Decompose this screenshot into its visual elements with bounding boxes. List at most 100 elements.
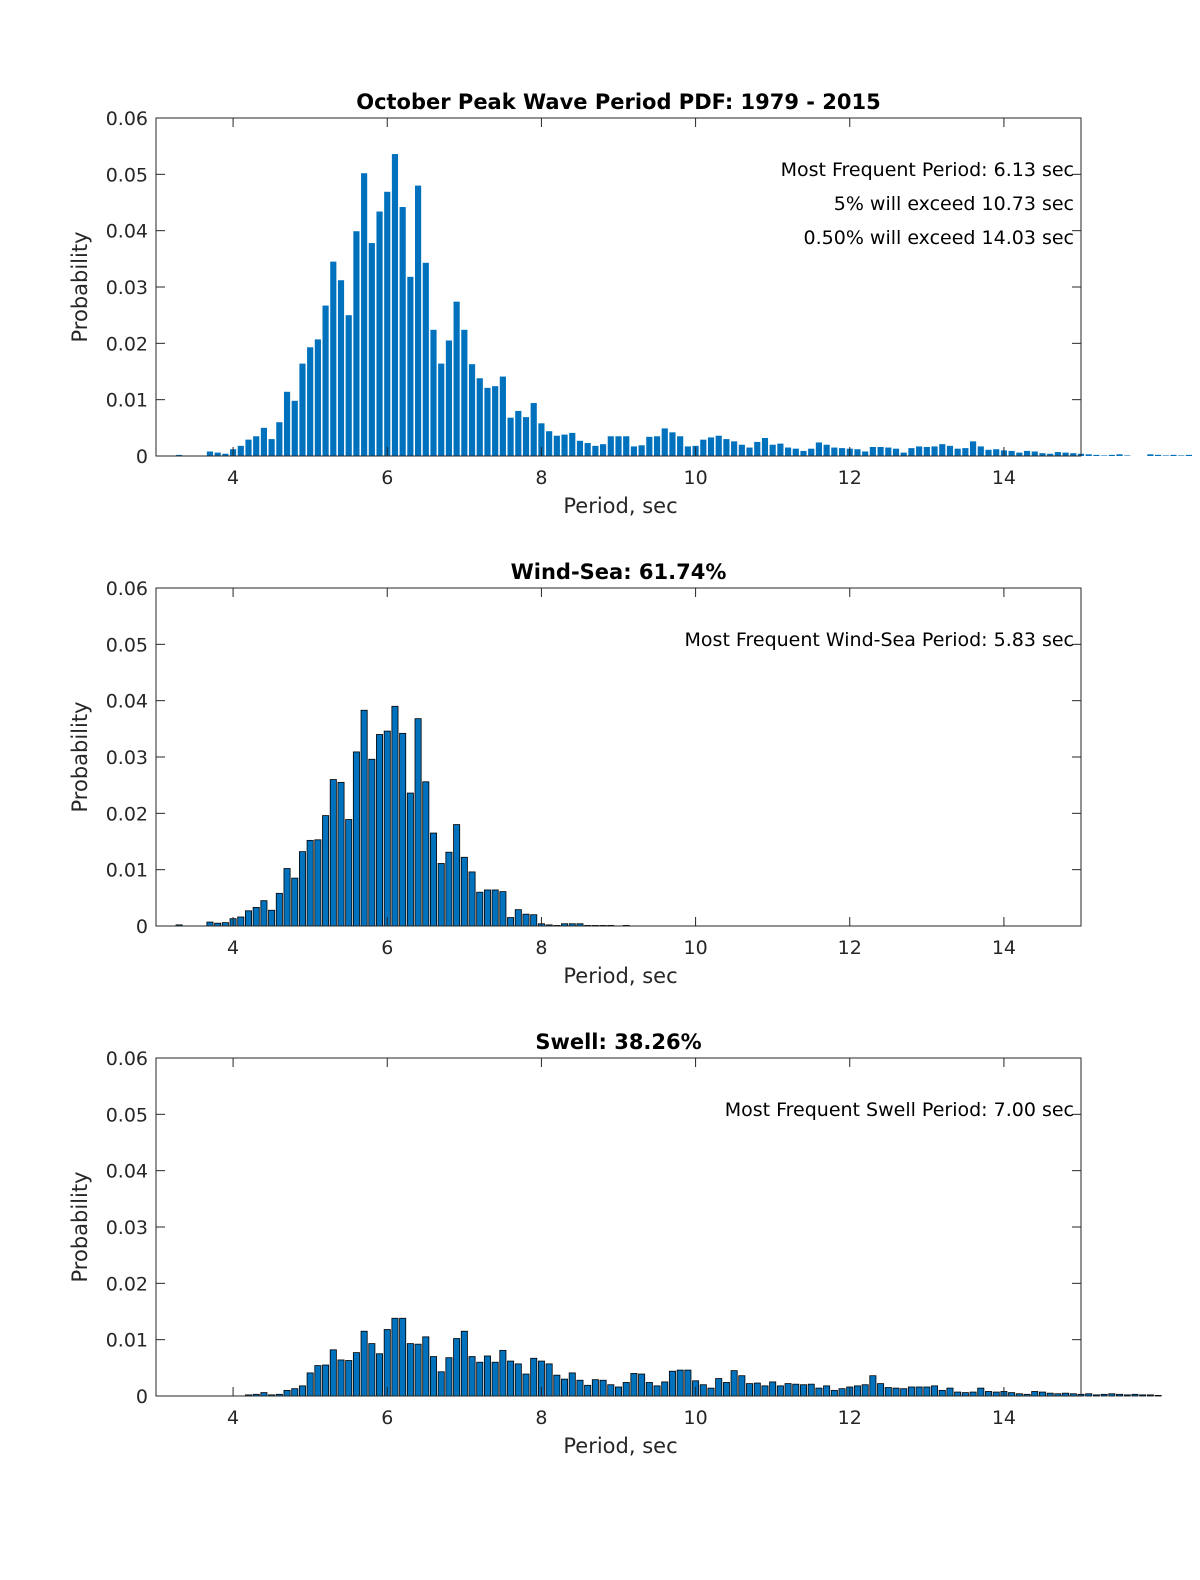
bar <box>322 815 330 927</box>
bar <box>253 436 260 456</box>
bar <box>992 1391 1000 1397</box>
bar <box>391 705 399 927</box>
bar <box>252 907 260 927</box>
x-tick-label: 6 <box>381 1407 393 1429</box>
bar <box>977 1387 985 1397</box>
bar <box>785 447 792 456</box>
bar <box>484 387 491 456</box>
bar <box>214 452 221 456</box>
bar <box>815 1387 823 1397</box>
bar <box>306 839 314 927</box>
bar <box>422 262 429 456</box>
bar <box>245 910 252 927</box>
y-tick-label: 0.01 <box>106 860 148 882</box>
bar <box>916 446 923 456</box>
bar <box>569 432 576 456</box>
bar <box>406 1343 414 1397</box>
bar <box>1123 1394 1131 1397</box>
bar <box>437 1371 445 1397</box>
bar <box>376 1353 384 1397</box>
bar <box>707 437 715 456</box>
bar <box>677 436 684 456</box>
bar <box>368 758 376 927</box>
panel-overall: October Peak Wave Period PDF: 1979 - 201… <box>68 90 1192 518</box>
bar <box>754 441 761 456</box>
bar <box>437 863 445 927</box>
bar <box>368 1343 376 1397</box>
x-tick-label: 4 <box>227 467 239 489</box>
bar <box>337 1359 345 1397</box>
bar <box>268 909 276 927</box>
bar <box>1146 1394 1154 1397</box>
bar <box>507 1360 515 1397</box>
bar <box>522 417 530 456</box>
bar <box>337 280 345 456</box>
bar <box>1139 1394 1147 1397</box>
bar <box>900 452 907 456</box>
bar <box>483 889 491 927</box>
y-axis: 0 0.01 0.02 0.03 0.04 0.05 0.06 <box>106 1048 1081 1408</box>
bar <box>700 439 707 456</box>
bar <box>522 913 530 927</box>
bar <box>653 1385 661 1397</box>
bar <box>361 173 368 456</box>
bar <box>623 436 630 456</box>
bar <box>276 422 283 456</box>
bar <box>507 417 514 456</box>
bar <box>1178 455 1185 456</box>
bar <box>730 1370 738 1397</box>
bar <box>206 451 214 456</box>
bar <box>630 446 637 456</box>
bar <box>923 1386 931 1397</box>
bar <box>800 450 807 456</box>
bar <box>915 1386 923 1397</box>
bar <box>514 909 522 927</box>
y-tick-label: 0 <box>136 446 148 468</box>
bar <box>514 1363 522 1397</box>
bar <box>260 427 267 456</box>
bar <box>283 391 291 456</box>
bar <box>1070 453 1077 456</box>
bar <box>1155 454 1162 456</box>
bar <box>661 1381 669 1397</box>
bar <box>476 378 483 456</box>
bar-series <box>176 154 1192 457</box>
bar <box>684 446 691 456</box>
bar <box>298 1385 306 1397</box>
bar <box>792 1383 800 1397</box>
bar <box>800 1384 807 1397</box>
bar <box>298 851 306 927</box>
x-tick-label: 14 <box>992 1407 1016 1429</box>
bar <box>715 435 722 456</box>
x-axis-label: Period, sec <box>563 964 677 988</box>
bar <box>792 448 799 456</box>
annotation-most-frequent-wind-sea-period: Most Frequent Wind-Sea Period: 5.83 sec <box>685 629 1074 651</box>
bar <box>1116 454 1123 456</box>
bar <box>353 231 360 456</box>
bar <box>221 922 229 927</box>
bar <box>954 1391 962 1397</box>
bar <box>753 1382 761 1397</box>
bar <box>638 1373 646 1397</box>
bar <box>314 339 321 456</box>
x-tick-label: 10 <box>683 467 707 489</box>
bar <box>399 732 407 927</box>
bar <box>838 448 846 456</box>
bar <box>460 856 468 927</box>
bar <box>345 1360 353 1397</box>
bar <box>1008 450 1015 456</box>
bar <box>869 446 876 456</box>
bar <box>599 1379 607 1397</box>
panel-title: Wind-Sea: 61.74% <box>511 560 727 584</box>
bar <box>352 751 360 927</box>
bar <box>892 1387 900 1397</box>
bar <box>391 154 399 457</box>
bar <box>391 1317 399 1397</box>
bar <box>553 1374 561 1397</box>
bar <box>1100 1393 1108 1397</box>
bar-series <box>245 1317 1162 1397</box>
bar <box>985 1391 992 1397</box>
bar <box>414 1343 422 1397</box>
x-tick-label: 12 <box>838 937 862 959</box>
